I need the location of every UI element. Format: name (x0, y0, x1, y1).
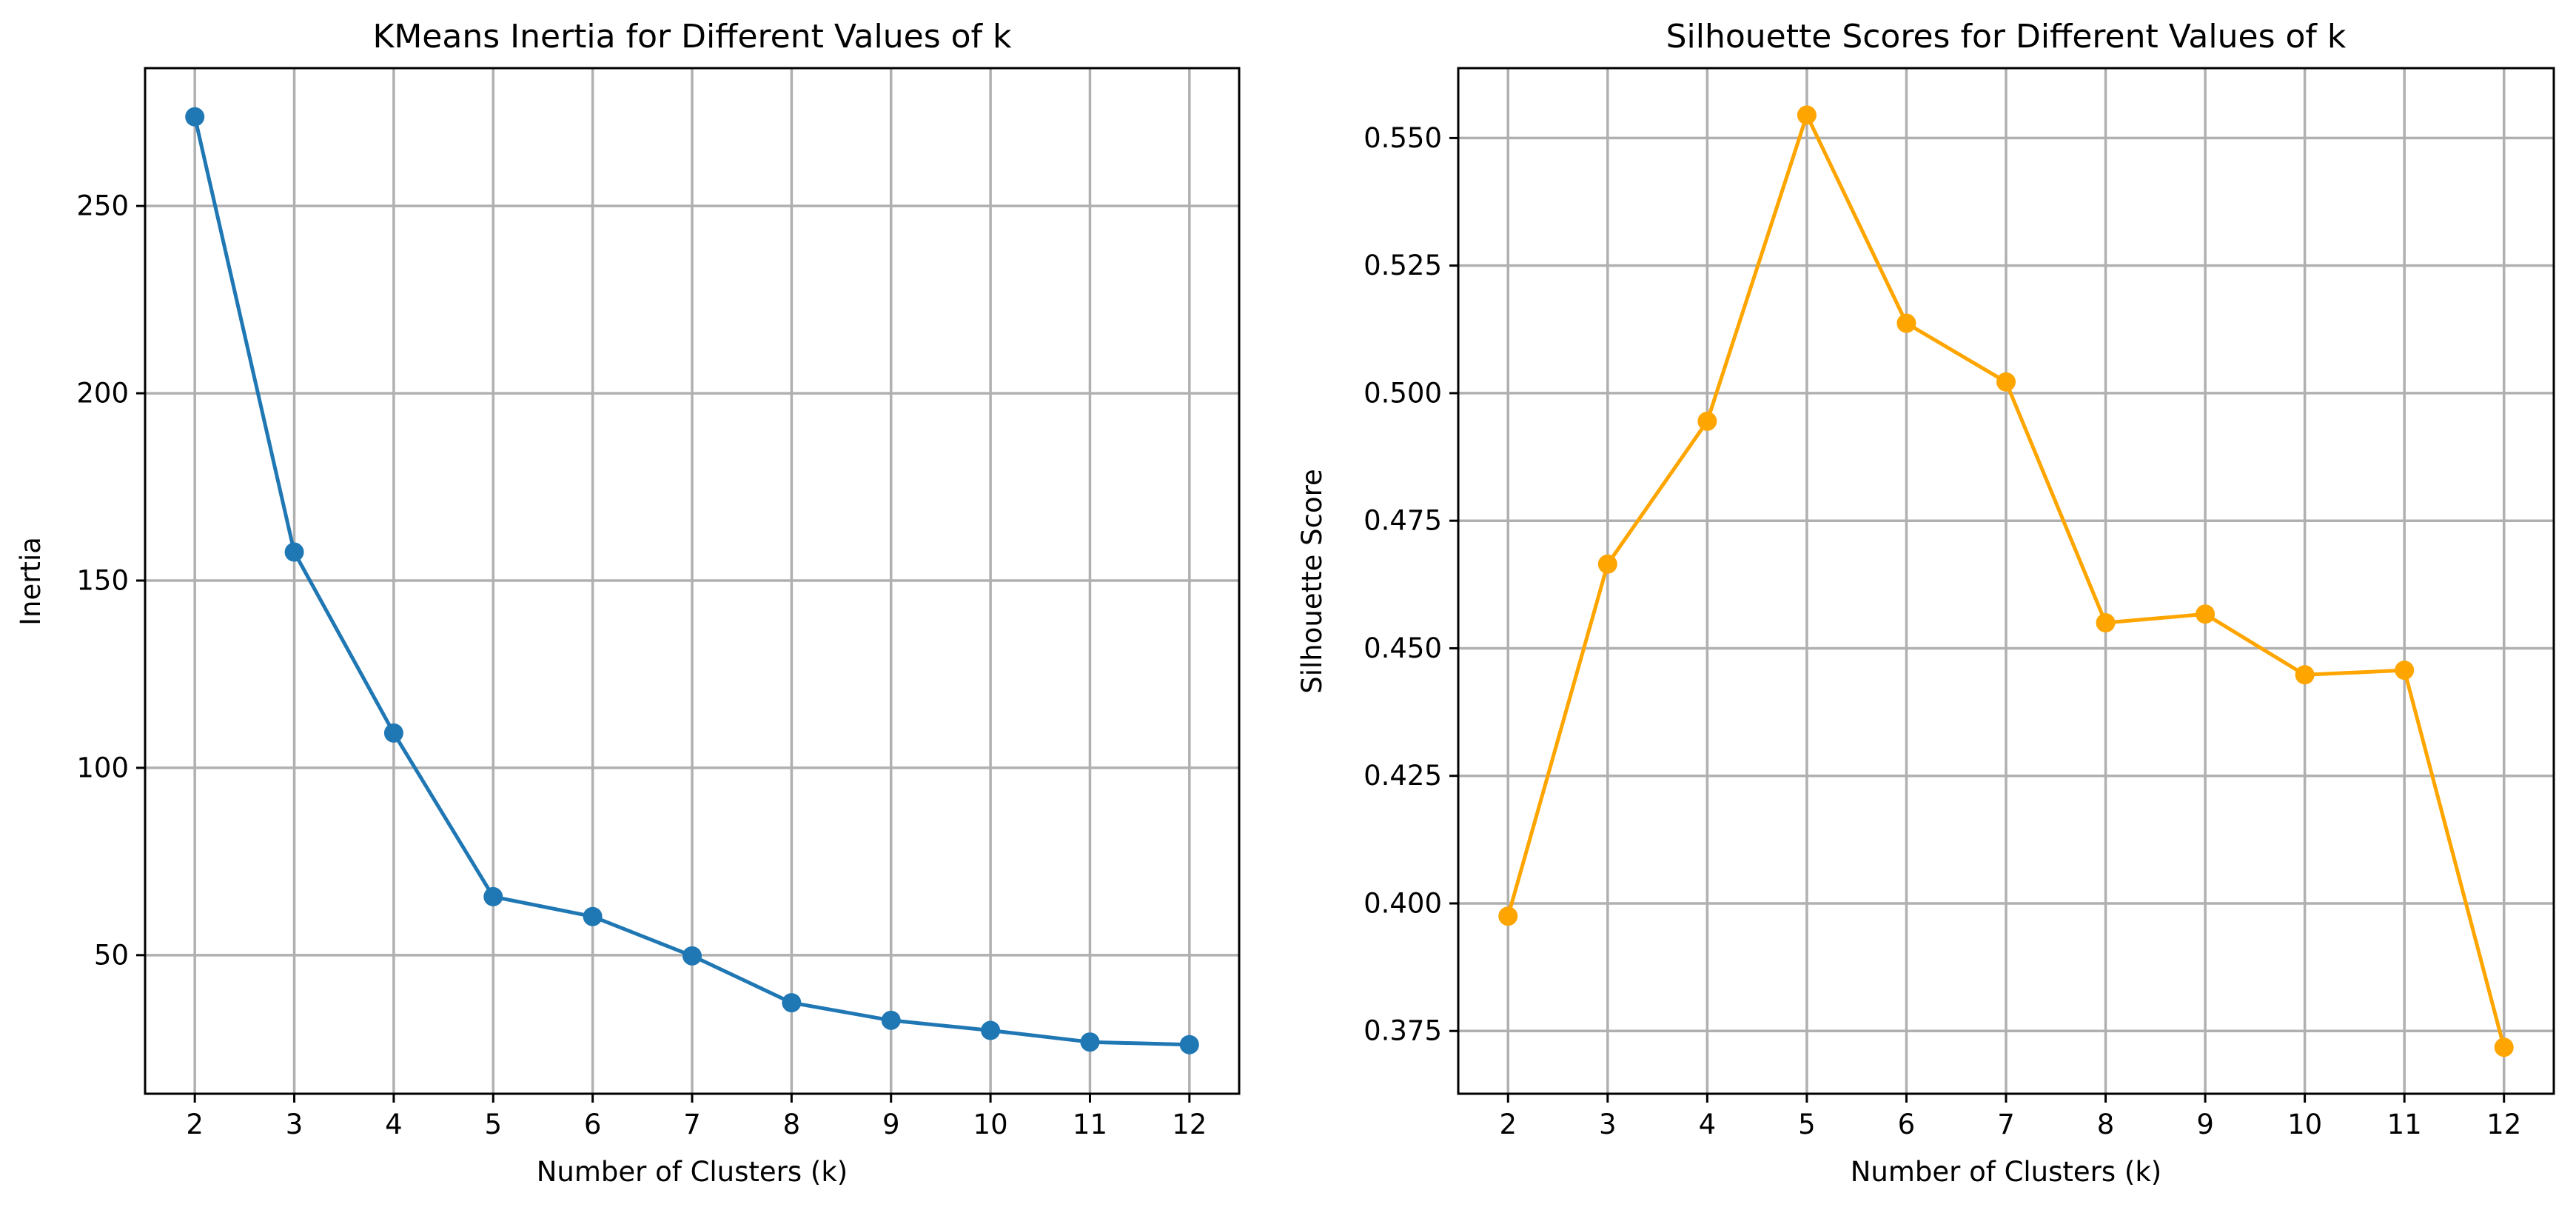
chart-2-y-tick-label: 0.475 (1364, 505, 1442, 537)
chart-2-data-point (2196, 604, 2216, 624)
chart-1-data-point (981, 1020, 1001, 1040)
chart-2-y-tick-label: 0.525 (1364, 250, 1442, 281)
chart-2-data-point (2295, 665, 2315, 685)
chart-2-x-tick-label: 9 (2196, 1109, 2214, 1140)
chart-2-data-point (2096, 613, 2116, 633)
chart-2-x-tick-label: 6 (1898, 1109, 1916, 1140)
chart-1-y-axis-label: Inertia (15, 537, 47, 626)
chart-1-x-tick-label: 6 (584, 1109, 602, 1140)
chart-1-data-point (185, 107, 205, 127)
chart-1-y-tick-label: 250 (76, 190, 129, 222)
chart-2-data-point (1996, 372, 2016, 392)
chart-1-data-point (1179, 1034, 1199, 1054)
chart-1-x-tick-label: 8 (783, 1109, 801, 1140)
chart-1-data-point (483, 886, 503, 906)
chart-1-y-tick-label: 200 (76, 378, 129, 410)
chart-2-data-point (2494, 1037, 2514, 1057)
chart-1-x-tick-label: 5 (484, 1109, 502, 1140)
chart-2-x-tick-label: 5 (1798, 1109, 1816, 1140)
chart-1-data-point (284, 542, 304, 562)
chart-2-y-tick-label: 0.425 (1364, 760, 1442, 792)
chart-1-x-tick-label: 7 (683, 1109, 701, 1140)
chart-1-x-tick-label: 4 (385, 1109, 403, 1140)
chart-2-x-tick-label: 3 (1599, 1109, 1617, 1140)
chart-1-x-tick-label: 3 (286, 1109, 303, 1140)
chart-1-x-tick-label: 11 (1073, 1109, 1107, 1140)
chart-2-data-point (1697, 411, 1717, 431)
chart-1-x-tick-label: 9 (882, 1109, 900, 1140)
chart-2-title: Silhouette Scores for Different Values o… (1666, 18, 2347, 56)
chart-1-data-point (682, 946, 702, 966)
chart-2: 2 3 4 5 6 7 8 9 10 11 12 0.375 0.400 0.425 0.450 0.475 0… (1296, 18, 2555, 1188)
chart-2-x-axis-label: Number of Clusters (k) (1851, 1156, 2161, 1188)
chart-2-y-tick-label: 0.450 (1364, 632, 1442, 664)
chart-2-x-tick-label: 7 (1997, 1109, 2015, 1140)
chart-2-grid (1458, 68, 2554, 1094)
chart-2-x-tick-label: 10 (2287, 1109, 2322, 1140)
chart-2-data-point (1896, 313, 1916, 333)
chart-1-y-tick-label: 50 (94, 939, 129, 971)
chart-1-data-point (1080, 1032, 1100, 1052)
chart-2-data-point (1797, 105, 1817, 125)
chart-1-data-point (383, 723, 403, 743)
chart-1-title: KMeans Inertia for Different Values of k (372, 18, 1012, 56)
chart-2-axes-frame (1457, 67, 2555, 1095)
chart-1-data-point (782, 993, 802, 1013)
chart-2-x-tick-label: 2 (1499, 1109, 1517, 1140)
chart-1-x-tick-label: 12 (1172, 1109, 1207, 1140)
chart-2-data-point (2395, 661, 2415, 681)
chart-2-x-tick-label: 4 (1699, 1109, 1717, 1140)
chart-1-data-point (881, 1010, 901, 1030)
chart-2-y-tick-label: 0.375 (1364, 1015, 1442, 1047)
chart-2-x-tick-label: 11 (2387, 1109, 2422, 1140)
chart-2-data-point (1498, 906, 1518, 926)
chart-1-data-point (583, 906, 603, 926)
chart-2-y-axis-label: Silhouette Score (1296, 469, 1328, 694)
chart-2-y-tick-label: 0.400 (1364, 887, 1442, 919)
chart-1-x-tick-label: 10 (973, 1109, 1008, 1140)
chart-1-y-tick-label: 150 (76, 564, 129, 596)
chart-2-x-tick-label: 8 (2097, 1109, 2115, 1140)
chart-2-y-tick-label: 0.550 (1364, 122, 1442, 154)
chart-2-x-tick-label: 12 (2486, 1109, 2521, 1140)
chart-1-y-tick-label: 100 (76, 752, 129, 783)
chart-2-data-point (1597, 554, 1617, 574)
chart-1: 2 3 4 5 6 7 8 9 10 11 12 50 100 150 200 250 KMeans Inert… (15, 18, 1241, 1188)
chart-1-axes-frame (144, 67, 1241, 1095)
chart-1-x-axis-label: Number of Clusters (k) (537, 1156, 848, 1188)
chart-1-x-tick-label: 2 (186, 1109, 204, 1140)
chart-2-y-tick-label: 0.500 (1364, 377, 1442, 409)
